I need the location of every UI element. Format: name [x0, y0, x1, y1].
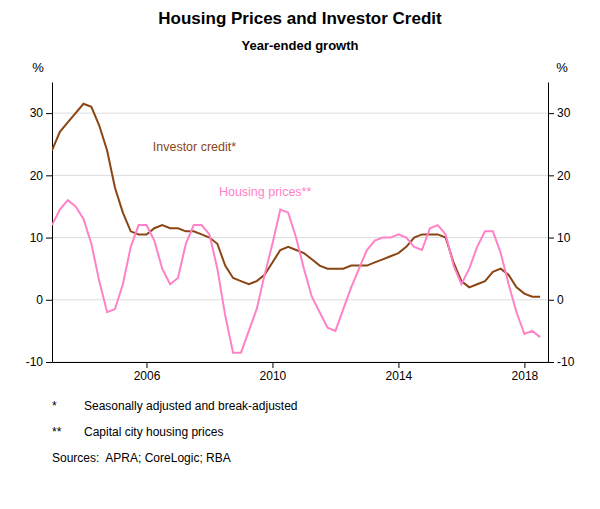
y2-axis: -10 0 10 20 30 [548, 83, 575, 370]
tick-mark [272, 362, 273, 368]
tick-label: 0 [36, 293, 43, 307]
line [52, 104, 540, 297]
y2-axis-label: % [556, 60, 568, 75]
footnotes: * Seasonally adjusted and break-adjusted *… [52, 399, 297, 465]
annotation: Investor credit* [153, 140, 237, 154]
tick-mark [548, 238, 554, 239]
tick-label: 20 [557, 169, 571, 183]
tick: 20 [30, 169, 52, 183]
tick: 2018 [512, 362, 539, 383]
grid-line [52, 362, 548, 363]
tick: 2014 [386, 362, 413, 383]
y-axis-label: % [32, 60, 44, 75]
tick: 0 [36, 293, 52, 307]
tick-label: -10 [26, 355, 44, 369]
title: Housing Prices and Investor Credit [158, 9, 442, 28]
tick-mark [46, 300, 52, 301]
grid-line [52, 113, 548, 114]
tick: 0 [548, 293, 564, 307]
tick: -10 [548, 355, 575, 369]
annotations: Investor credit* Housing prices** [153, 140, 312, 199]
y-axis: -10 0 10 20 30 [26, 83, 53, 370]
tick-mark [46, 238, 52, 239]
tick: 30 [548, 106, 571, 120]
plot-area [52, 104, 540, 353]
tick-label: 10 [30, 231, 44, 245]
tick-mark [548, 113, 554, 114]
tick-mark [548, 362, 554, 363]
x-axis: 2006 2010 2014 2018 [53, 362, 549, 383]
tick-mark [146, 362, 147, 368]
tick-mark [46, 175, 52, 176]
tick-mark [548, 175, 554, 176]
annotation: Housing prices** [219, 185, 312, 199]
tick-mark [46, 113, 52, 114]
grid-line [52, 299, 548, 300]
grid-line [52, 175, 548, 176]
chart: Housing Prices and Investor Credit Year-e… [0, 0, 600, 509]
tick-label: 30 [30, 106, 44, 120]
tick: 20 [548, 169, 571, 183]
tick: 2010 [260, 362, 287, 383]
footnote: Capital city housing prices [84, 425, 223, 439]
tick-mark [46, 362, 52, 363]
footnote: Sources: APRA; CoreLogic; RBA [52, 451, 231, 465]
footnote: Seasonally adjusted and break-adjusted [84, 399, 297, 413]
tick: 10 [30, 231, 52, 245]
tick: 10 [548, 231, 571, 245]
tick-label: 2018 [512, 369, 539, 383]
grid [52, 113, 548, 362]
axis-line [548, 83, 549, 363]
tick-label: -10 [557, 355, 575, 369]
subtitle: Year-ended growth [241, 38, 358, 53]
footnote-marker: * [52, 399, 57, 413]
tick-label: 0 [557, 293, 564, 307]
axis-line [53, 362, 549, 363]
footnote-marker: ** [52, 425, 62, 439]
tick-mark [398, 362, 399, 368]
tick-label: 2010 [260, 369, 287, 383]
tick-label: 30 [557, 106, 571, 120]
tick-label: 2014 [386, 369, 413, 383]
tick-mark [548, 300, 554, 301]
tick: -10 [26, 355, 52, 369]
grid-line [52, 237, 548, 238]
tick: 30 [30, 106, 52, 120]
tick-label: 2006 [134, 369, 161, 383]
tick: 2006 [134, 362, 161, 383]
tick-label: 20 [30, 169, 44, 183]
tick-label: 10 [557, 231, 571, 245]
tick-mark [524, 362, 525, 368]
line [52, 200, 540, 352]
